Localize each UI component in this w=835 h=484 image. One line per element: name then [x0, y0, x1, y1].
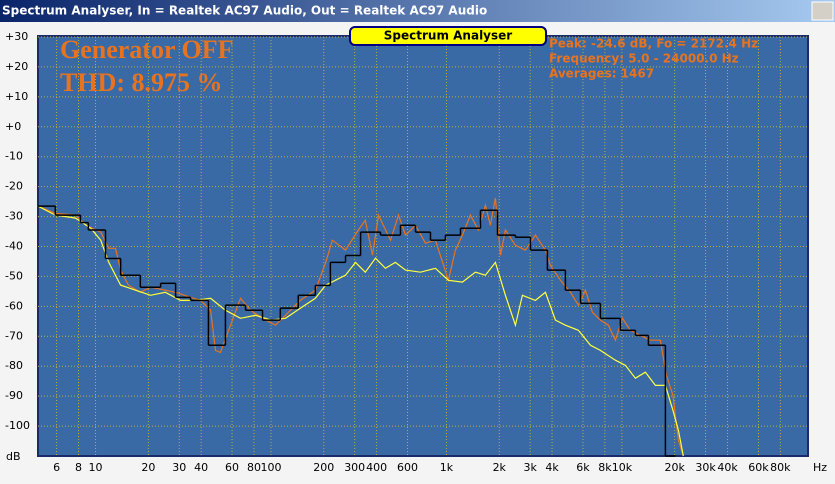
x-tick-label: 8	[75, 461, 82, 474]
panel-label: Spectrum Analyser	[384, 29, 513, 43]
y-tick-label: -60	[5, 299, 23, 312]
annotation: Generator OFF	[60, 35, 234, 64]
x-tick-label: 200	[313, 461, 334, 474]
y-tick-label: -20	[5, 180, 23, 193]
x-axis-label: Hz	[813, 461, 827, 474]
x-tick-label: 2k	[493, 461, 507, 474]
panel-label-box	[349, 26, 547, 46]
annotation: Frequency: 5.0 - 24000.0 Hz	[549, 52, 739, 66]
title-bar	[0, 0, 835, 22]
x-tick-label: 1k	[440, 461, 454, 474]
y-tick-label: -90	[5, 389, 23, 402]
x-tick-label: 10	[89, 461, 103, 474]
annotation: THD: 8.975 %	[60, 68, 223, 97]
y-tick-label: -30	[5, 210, 23, 223]
x-tick-label: 8k	[598, 461, 612, 474]
x-tick-label: 60k	[748, 461, 769, 474]
y-tick-label: +30	[5, 30, 28, 43]
x-tick-label: 300	[344, 461, 365, 474]
x-tick-label: 40	[194, 461, 208, 474]
x-tick-label: 20k	[665, 461, 686, 474]
window-title: Spectrum Analyser, In = Realtek AC97 Aud…	[2, 4, 487, 18]
x-tick-label: 600	[397, 461, 418, 474]
x-tick-label: 80	[247, 461, 261, 474]
y-tick-label: -80	[5, 359, 23, 372]
x-tick-label: 4k	[545, 461, 559, 474]
spectrum-line	[37, 205, 684, 457]
x-tick-label: 6	[53, 461, 60, 474]
annotation: Peak: -24.6 dB, Fo = 2172.4 Hz	[549, 37, 758, 51]
x-tick-label: 10k	[612, 461, 633, 474]
x-tick-label: 40k	[717, 461, 738, 474]
y-axis-label: dB	[6, 450, 21, 463]
x-tick-label: 20	[141, 461, 155, 474]
x-tick-label: 3k	[523, 461, 537, 474]
x-tick-label: 400	[366, 461, 387, 474]
x-tick-label: 80k	[770, 461, 791, 474]
y-tick-label: -70	[5, 329, 23, 342]
y-tick-label: -10	[5, 150, 23, 163]
y-tick-label: -50	[5, 269, 23, 282]
x-tick-label: 100	[260, 461, 281, 474]
window-button[interactable]	[811, 1, 834, 21]
x-tick-label: 30	[172, 461, 186, 474]
x-tick-label: 60	[225, 461, 239, 474]
annotation: Averages: 1467	[549, 67, 654, 81]
x-tick-label: 30k	[695, 461, 716, 474]
y-tick-label: -100	[5, 419, 30, 432]
y-tick-label: +0	[5, 120, 21, 133]
y-tick-label: +20	[5, 60, 28, 73]
y-tick-label: -40	[5, 240, 23, 253]
x-tick-label: 6k	[576, 461, 590, 474]
y-tick-label: +10	[5, 90, 28, 103]
spectrum-line	[37, 197, 684, 457]
